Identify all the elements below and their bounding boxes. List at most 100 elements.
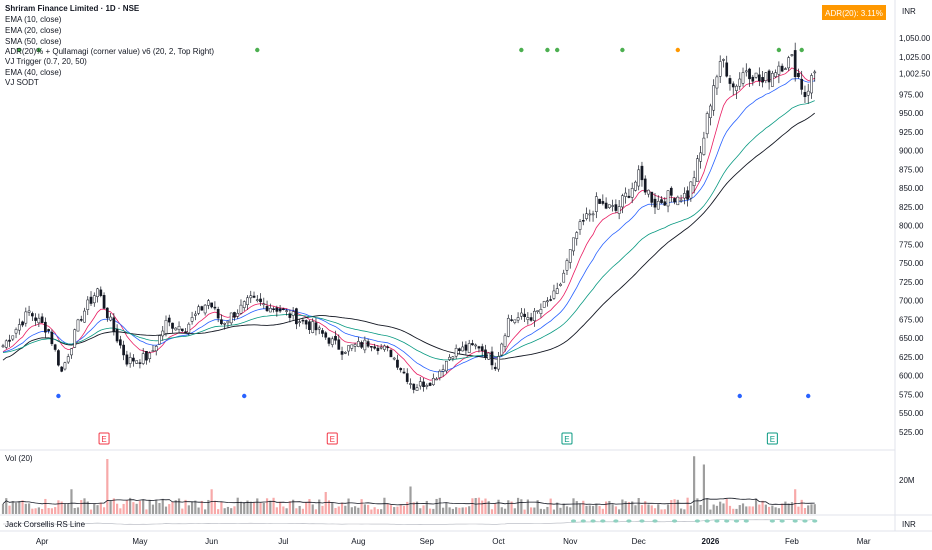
candle-body [699, 152, 702, 162]
volume-bar [135, 503, 138, 514]
candle-body [37, 317, 41, 324]
candle-body [790, 54, 794, 56]
legend-ema20[interactable]: EMA (20, close) [5, 26, 62, 35]
candle-body [379, 346, 383, 349]
rs-highlight-dot [802, 519, 808, 523]
candle-body [343, 351, 347, 354]
volume-bar [419, 508, 422, 514]
candle-body [184, 331, 187, 333]
volume-bar [112, 498, 115, 514]
currency-label[interactable]: INR [902, 7, 916, 16]
candle-body [268, 308, 272, 313]
candle-body [689, 181, 693, 199]
rs-highlight-dot [694, 519, 700, 523]
candle-body [291, 311, 295, 316]
candle-body [164, 320, 168, 334]
volume-bar [627, 501, 631, 514]
volume-bar [751, 506, 754, 514]
volume-bar [380, 509, 383, 514]
earnings-icon[interactable] [98, 432, 110, 445]
legend-ema40[interactable]: EMA (40, close) [5, 68, 62, 77]
volume-bar [686, 497, 689, 514]
candle-body [92, 295, 96, 304]
candle-body [771, 73, 774, 87]
candle-body [754, 72, 758, 78]
volume-bar [409, 486, 412, 514]
candle-body [679, 199, 683, 202]
candle-body [366, 341, 370, 347]
volume-bar [556, 502, 559, 514]
legend-adr[interactable]: ADR(20)% + Qullamagi (corner value) v6 (… [5, 47, 214, 56]
volume-bar [507, 500, 510, 514]
earnings-icon[interactable] [561, 432, 573, 445]
candle-body [663, 201, 667, 206]
volume-bar [422, 505, 425, 514]
rs-highlight-dot [639, 519, 645, 523]
volume-bar [435, 498, 438, 514]
volume-bar [396, 506, 399, 514]
volume-bar [27, 503, 31, 514]
price-axis[interactable]: 1,050.00 1,025.00 1,002.50 975.00 950.00 925.… [899, 34, 931, 437]
volume-bar [500, 507, 503, 514]
time-axis[interactable]: Apr May Jun Jul Aug Sep Oct Nov Dec 2026 Feb Mar [36, 537, 871, 546]
price-tick: 875.00 [899, 165, 924, 174]
rs-highlight-dot [769, 519, 775, 523]
earnings-icon[interactable] [766, 432, 778, 445]
candle-body [63, 362, 67, 370]
volume-bar [230, 508, 233, 514]
volume-tick-20m: 20M [899, 476, 915, 485]
price-tick: 1,050.00 [899, 34, 931, 43]
volume-bar [572, 498, 575, 514]
volume-bar [640, 505, 644, 514]
volume-bar [308, 499, 311, 514]
legend-ema10[interactable]: EMA (10, close) [5, 15, 62, 24]
candle-body [526, 317, 530, 320]
candle-body [193, 313, 197, 316]
candle-body [565, 260, 569, 271]
candle-body [86, 299, 90, 310]
candle-body [696, 158, 699, 182]
candle-body [334, 335, 337, 341]
candle-body [448, 356, 451, 360]
candle-body [11, 335, 15, 340]
volume-bars [1, 456, 816, 514]
volume-bar [389, 505, 393, 514]
volume-bar [637, 498, 640, 514]
legend-vj-sodt[interactable]: VJ SODT [5, 78, 39, 87]
candle-body [428, 382, 432, 386]
volume-bar [8, 505, 11, 514]
volume-bar [376, 509, 379, 514]
volume-bar [83, 498, 86, 514]
candle-body [324, 332, 328, 338]
volume-bar [768, 506, 771, 514]
candle-body [539, 309, 543, 314]
earnings-icon[interactable] [326, 432, 338, 445]
candle-body [601, 201, 605, 204]
volume-bar [171, 501, 174, 514]
volume-label[interactable]: Vol (20) [5, 454, 33, 463]
volume-bar [213, 500, 216, 514]
volume-bar [585, 505, 588, 514]
volume-bar [164, 506, 168, 514]
candle-body [249, 295, 253, 299]
volume-bar [575, 501, 578, 514]
volume-bar [50, 508, 53, 514]
candle-body [40, 316, 44, 323]
price-tick: 1,002.50 [899, 70, 931, 79]
candle-body [813, 71, 817, 74]
candle-body [529, 317, 533, 321]
volume-bar [471, 498, 474, 514]
volume-bar [93, 503, 96, 514]
time-tick: May [132, 537, 147, 546]
legend-sma50[interactable]: SMA (50, close) [5, 37, 62, 46]
candle-body [308, 321, 311, 331]
candle-body [624, 192, 628, 197]
legend-vj-trigger[interactable]: VJ Trigger (0.7, 20, 50) [5, 57, 87, 66]
volume-bar [347, 498, 350, 514]
ma-line-40 [2, 100, 815, 361]
volume-bar [546, 506, 549, 514]
volume-bar [386, 503, 389, 514]
price-tick: 800.00 [899, 222, 924, 231]
rs-label[interactable]: Jack Corsellis RS Line [5, 520, 86, 529]
